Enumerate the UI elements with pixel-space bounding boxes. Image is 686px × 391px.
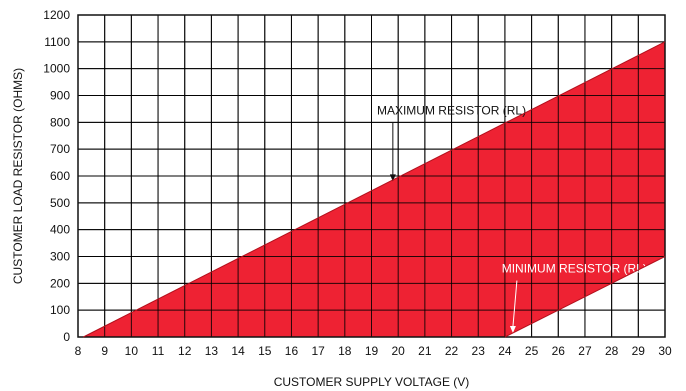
x-tick-label: 20	[392, 344, 406, 358]
maximum-resistor-line	[83, 41, 666, 338]
x-tick-label: 21	[418, 344, 432, 358]
x-tick-label: 29	[632, 344, 646, 358]
y-tick-label: 700	[50, 142, 70, 156]
x-tick-label: 13	[205, 344, 219, 358]
x-tick-label: 17	[311, 344, 325, 358]
y-tick-label: 1100	[44, 35, 70, 49]
x-tick-label: 28	[605, 344, 619, 358]
y-tick-label: 100	[50, 303, 70, 317]
y-tick-label: 300	[50, 250, 70, 264]
x-tick-label: 9	[101, 344, 108, 358]
x-tick-label: 14	[231, 344, 245, 358]
x-tick-labels: 8 9 10 11 12 13 14 15 16 17 18 19 20 21 22 23 24 25 26 27 28…	[75, 344, 672, 358]
x-tick-label: 30	[658, 344, 672, 358]
y-tick-label: 800	[50, 115, 70, 129]
y-tick-label: 900	[50, 89, 70, 103]
x-tick-label: 12	[178, 344, 192, 358]
y-tick-label: 1200	[43, 8, 70, 22]
minimum-resistor-line	[504, 256, 666, 338]
x-tick-label: 18	[338, 344, 352, 358]
annotation-arrow-shaft	[512, 280, 518, 328]
x-tick-label: 19	[365, 344, 379, 358]
y-tick-label: 400	[50, 223, 70, 237]
x-tick-label: 8	[75, 344, 82, 358]
x-tick-label: 10	[125, 344, 139, 358]
y-tick-label: 0	[63, 330, 70, 344]
plot-frame	[77, 14, 666, 338]
annotation-arrow-head	[509, 325, 516, 333]
x-tick-label: 25	[525, 344, 539, 358]
y-axis-title: CUSTOMER LOAD RESISTOR (OHMS)	[11, 68, 25, 284]
y-tick-label: 600	[50, 169, 70, 183]
y-tick-label: 1000	[43, 62, 70, 76]
annotation-arrow-head	[389, 174, 396, 182]
x-tick-label: 23	[472, 344, 486, 358]
x-tick-label: 16	[285, 344, 299, 358]
y-tick-labels: 0 100 200 300 400 500 600 700 800 900 1000 1100 1200	[43, 8, 70, 344]
x-tick-label: 15	[258, 344, 272, 358]
x-axis-title: CUSTOMER SUPPLY VOLTAGE (V)	[274, 375, 470, 389]
min-resistor-annotation: MINIMUM RESISTOR (RL)	[502, 262, 647, 276]
y-tick-label: 500	[50, 196, 70, 210]
y-tick-label: 200	[50, 276, 70, 290]
max-resistor-annotation: MAXIMUM RESISTOR (RL)	[377, 103, 526, 117]
x-tick-label: 26	[552, 344, 566, 358]
annotations: MAXIMUM RESISTOR (RL) MINIMUM RESISTOR (R…	[377, 103, 647, 333]
x-tick-label: 24	[498, 344, 512, 358]
x-tick-label: 27	[578, 344, 592, 358]
x-tick-label: 22	[445, 344, 459, 358]
x-tick-label: 11	[152, 344, 165, 358]
